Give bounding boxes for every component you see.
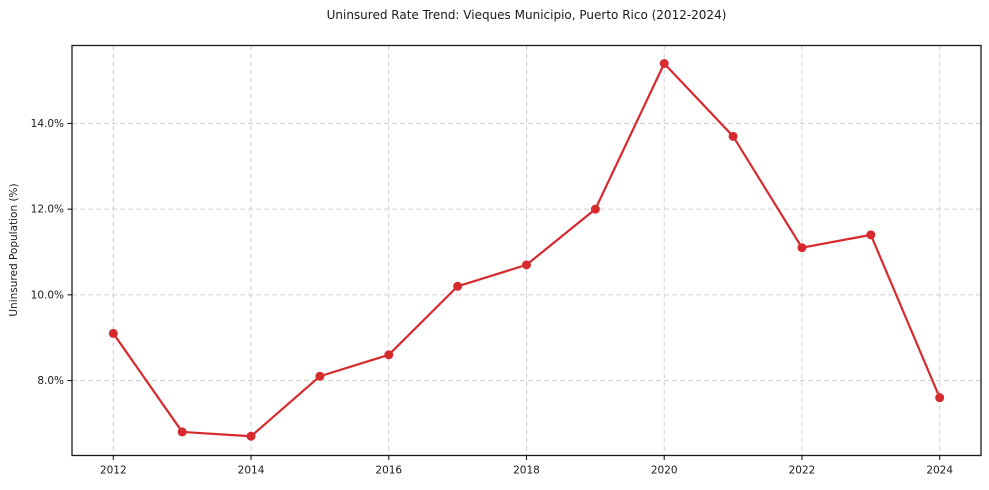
data-point — [108, 328, 118, 338]
x-tick-label: 2012 — [100, 465, 127, 477]
data-point — [935, 393, 945, 403]
y-tick-label: 12.0% — [31, 204, 64, 216]
data-point — [590, 204, 600, 214]
x-tick-label: 2024 — [926, 465, 953, 477]
x-tick-label: 2020 — [651, 465, 678, 477]
data-point — [453, 281, 463, 291]
chart-title: Uninsured Rate Trend: Vieques Municipio,… — [326, 8, 727, 22]
y-tick-label: 14.0% — [31, 118, 64, 130]
y-tick-label: 10.0% — [31, 289, 64, 301]
x-tick-label: 2016 — [375, 465, 402, 477]
x-tick-label: 2022 — [789, 465, 816, 477]
data-point — [659, 58, 669, 68]
data-point — [866, 230, 876, 240]
data-point — [177, 427, 187, 437]
data-point — [797, 243, 807, 253]
data-point — [522, 260, 531, 270]
data-point — [246, 431, 256, 441]
x-tick-label: 2014 — [238, 465, 265, 477]
data-point — [315, 371, 325, 381]
y-axis-label: Uninsured Population (%) — [8, 183, 20, 317]
data-point — [384, 350, 394, 360]
y-tick-label: 8.0% — [37, 375, 64, 387]
data-point — [728, 131, 738, 141]
x-tick-label: 2018 — [513, 465, 540, 477]
